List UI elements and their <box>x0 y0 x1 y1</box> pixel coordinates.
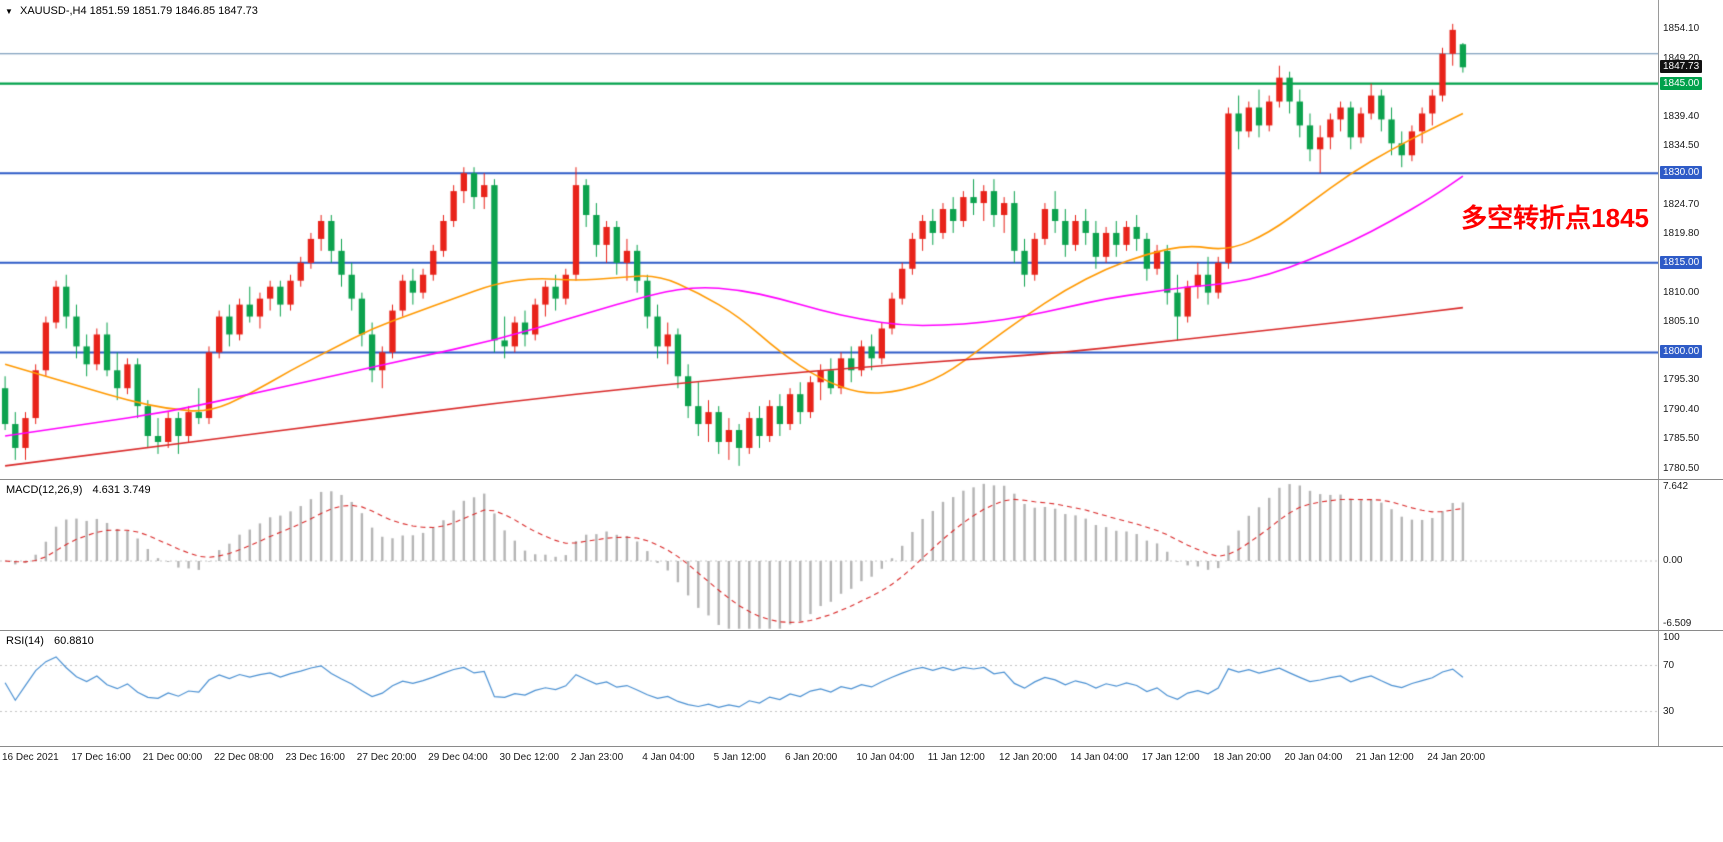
price-tick-label: 1810.00 <box>1663 286 1700 298</box>
chart-header: ▼ XAUUSD-,H4 1851.59 1851.79 1846.85 184… <box>5 5 258 17</box>
price-tick-label: 1780.50 <box>1663 462 1700 474</box>
main-chart-panel: ▼ XAUUSD-,H4 1851.59 1851.79 1846.85 184… <box>0 0 1723 480</box>
time-axis-label: 4 Jan 04:00 <box>642 752 695 763</box>
time-axis-label: 5 Jan 12:00 <box>713 752 766 763</box>
macd-tick-label: 7.642 <box>1663 481 1689 492</box>
time-axis-label: 27 Dec 20:00 <box>356 752 417 763</box>
rsi-label: RSI(14) <box>6 635 44 647</box>
time-axis-label: 21 Dec 00:00 <box>142 752 203 763</box>
price-tick-label: 1819.80 <box>1663 228 1700 240</box>
macd-values: 4.631 3.749 <box>92 484 151 496</box>
time-axis-label: 18 Jan 20:00 <box>1213 752 1271 763</box>
price-tick-label: 1849.20 <box>1663 52 1700 64</box>
price-tick-label: 1805.10 <box>1663 315 1700 327</box>
time-axis-label: 6 Jan 20:00 <box>784 752 838 763</box>
time-axis-label: 21 Jan 12:00 <box>1355 752 1414 763</box>
price-tick-label: 1839.40 <box>1663 111 1700 123</box>
time-axis-label: 14 Jan 04:00 <box>1070 752 1129 763</box>
rsi-tick-label: 70 <box>1663 659 1675 671</box>
price-tick-label: 1790.40 <box>1663 403 1700 415</box>
time-axis-label: 16 Dec 2021 <box>2 752 59 763</box>
rsi-tick-label: 30 <box>1663 705 1675 717</box>
ohlc-values: 1851.59 1851.79 1846.85 1847.73 <box>89 5 258 17</box>
time-axis-label: 23 Dec 16:00 <box>285 752 345 763</box>
price-tick-label: 1854.10 <box>1663 23 1700 35</box>
hline-price-badge: 1830.00 <box>1660 166 1703 180</box>
time-axis-label: 30 Dec 12:00 <box>499 752 560 763</box>
time-axis-label: 17 Jan 12:00 <box>1141 752 1200 763</box>
price-tick-label: 1824.70 <box>1663 198 1700 210</box>
time-axis-label: 10 Jan 04:00 <box>856 752 915 763</box>
hline-price-badge: 1815.00 <box>1660 255 1703 269</box>
symbol-timeframe-label: XAUUSD-,H4 <box>19 5 87 17</box>
time-axis-label: 22 Dec 08:00 <box>214 752 274 763</box>
macd-indicator-label: MACD(12,26,9) 4.631 3.749 <box>6 484 151 496</box>
time-axis-label: 29 Dec 04:00 <box>428 752 488 763</box>
macd-scale[interactable]: 7.642 0.00 -6.509 <box>1658 480 1723 630</box>
hline-price-badge: 1845.00 <box>1660 76 1703 90</box>
rsi-tick-label: 100 <box>1663 632 1680 643</box>
rsi-chart-canvas[interactable] <box>0 631 1658 746</box>
macd-tick-label: 0.00 <box>1663 555 1683 566</box>
time-axis-label: 24 Jan 20:00 <box>1427 752 1486 763</box>
macd-panel: MACD(12,26,9) 4.631 3.749 7.642 0.00 -6.50… <box>0 480 1723 631</box>
time-axis-label: 17 Dec 16:00 <box>71 752 131 763</box>
time-axis[interactable]: 16 Dec 2021 17 Dec 16:00 21 Dec 00:00 22 De… <box>0 747 1723 842</box>
rsi-panel: RSI(14) 60.8810 100 70 30 <box>0 631 1723 747</box>
time-axis-label: 11 Jan 12:00 <box>927 752 985 763</box>
macd-chart-canvas[interactable] <box>0 480 1658 630</box>
current-price-badge: 1847.73 <box>1660 60 1703 74</box>
annotation-text: 多空转折点1845 <box>1461 203 1649 233</box>
price-tick-label: 1834.50 <box>1663 140 1700 152</box>
price-scale[interactable]: 1854.10 1849.20 1839.40 1834.50 1824.70 1819.… <box>1658 0 1723 479</box>
time-axis-label: 12 Jan 20:00 <box>999 752 1057 763</box>
rsi-indicator-label: RSI(14) 60.8810 <box>6 635 94 647</box>
macd-tick-label: -6.509 <box>1663 618 1692 629</box>
candlestick-chart-canvas[interactable] <box>0 0 1658 479</box>
time-axis-label: 20 Jan 04:00 <box>1284 752 1343 763</box>
time-axis-label: 2 Jan 23:00 <box>570 752 624 763</box>
symbol-dropdown-icon[interactable]: ▼ <box>5 7 13 16</box>
price-tick-label: 1795.30 <box>1663 374 1700 386</box>
rsi-scale[interactable]: 100 70 30 <box>1658 631 1723 746</box>
rsi-value: 60.8810 <box>53 635 94 647</box>
macd-label: MACD(12,26,9) <box>6 484 83 496</box>
hline-price-badge: 1800.00 <box>1660 345 1703 359</box>
price-tick-label: 1785.50 <box>1663 432 1700 444</box>
